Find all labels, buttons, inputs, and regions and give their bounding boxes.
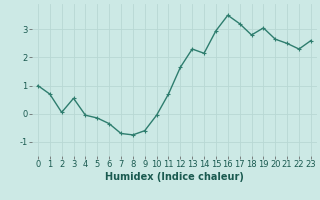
X-axis label: Humidex (Indice chaleur): Humidex (Indice chaleur)	[105, 172, 244, 182]
